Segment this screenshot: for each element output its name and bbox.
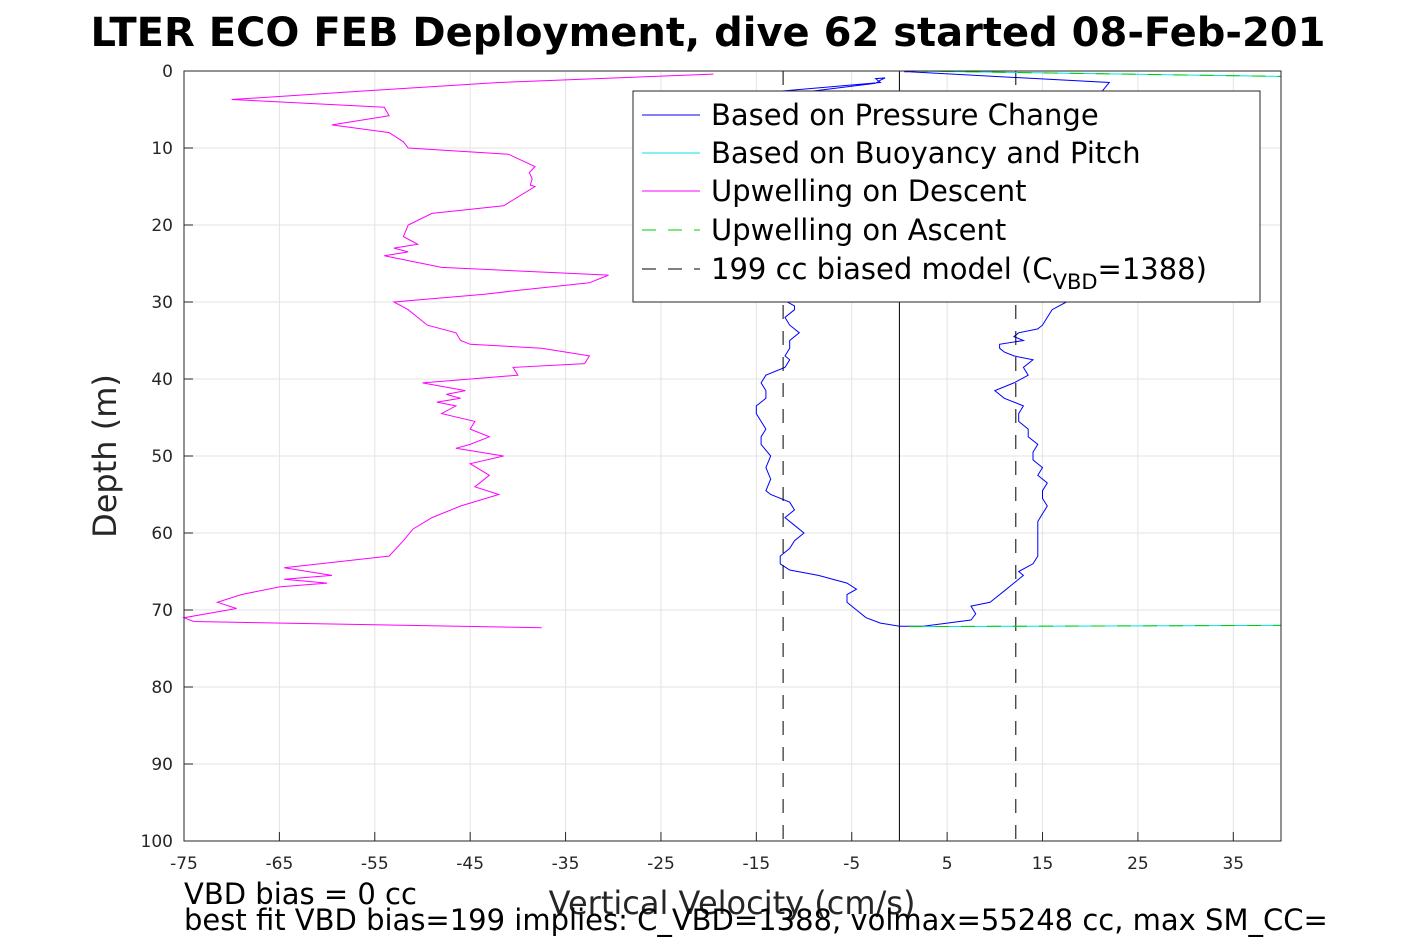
chart-title: LTER ECO FEB Deployment, dive 62 started… [91,10,1326,56]
x-axis-label: Vertical Velocity (cm/s) [549,884,916,922]
y-axis-ticks: 0 10 20 30 40 50 60 70 80 90 100 [141,62,193,852]
y-tick-label: 30 [151,293,173,313]
x-tick-label: 5 [942,854,953,874]
legend-model-end: =1388) [1098,252,1207,286]
x-tick-label: -55 [361,854,389,874]
x-axis-ticks: -75 -65 -55 -45 -35 -25 -15 -5 5 15 25 35 [170,832,1244,874]
x-tick-label: 35 [1222,854,1244,874]
note-vbd-bias: VBD bias = 0 cc [184,877,417,911]
x-tick-label: 15 [1032,854,1054,874]
data-lines [182,70,1282,841]
series-line-upasc2 [908,624,1282,628]
x-tick-label: 25 [1127,854,1149,874]
y-tick-label: 80 [151,678,173,698]
legend-entry-upwelling-ascent: Upwelling on Ascent [711,213,1006,247]
y-tick-label: 20 [151,216,173,236]
y-tick-label: 50 [151,447,173,467]
y-axis-label: Depth (m) [86,374,124,538]
legend-entry-model: 199 cc biased model (CVBD=1388) [711,252,1207,294]
legend-entry-upwelling-descent: Upwelling on Descent [711,174,1027,208]
legend-model-sub: VBD [1053,270,1098,294]
legend-box [632,90,1261,303]
y-tick-label: 70 [151,601,173,621]
legend-model-main: 199 cc biased model (C [711,252,1053,286]
y-tick-label: 90 [151,755,173,775]
legend-entry-buoyancy: Based on Buoyancy and Pitch [711,136,1141,170]
legend: Based on Pressure Change Based on Buoyan… [632,90,1261,303]
y-tick-label: 60 [151,524,173,544]
y-tick-label: 40 [151,370,173,390]
x-tick-label: -5 [843,854,860,874]
x-tick-label: -25 [647,854,675,874]
x-tick-label: -75 [170,854,198,874]
legend-entry-pressure: Based on Pressure Change [711,98,1099,132]
series-line-updesc [182,73,714,629]
note-best-fit: best fit VBD bias=199 implies: C_VBD=138… [184,903,1328,937]
x-tick-label: -35 [552,854,580,874]
x-tick-label: -45 [456,854,484,874]
x-tick-label: -15 [742,854,770,874]
series-line-upasc [913,70,1282,77]
y-tick-label: 100 [141,832,173,852]
y-tick-label: 10 [151,139,173,159]
x-tick-label: -65 [266,854,294,874]
y-tick-label: 0 [162,62,173,82]
